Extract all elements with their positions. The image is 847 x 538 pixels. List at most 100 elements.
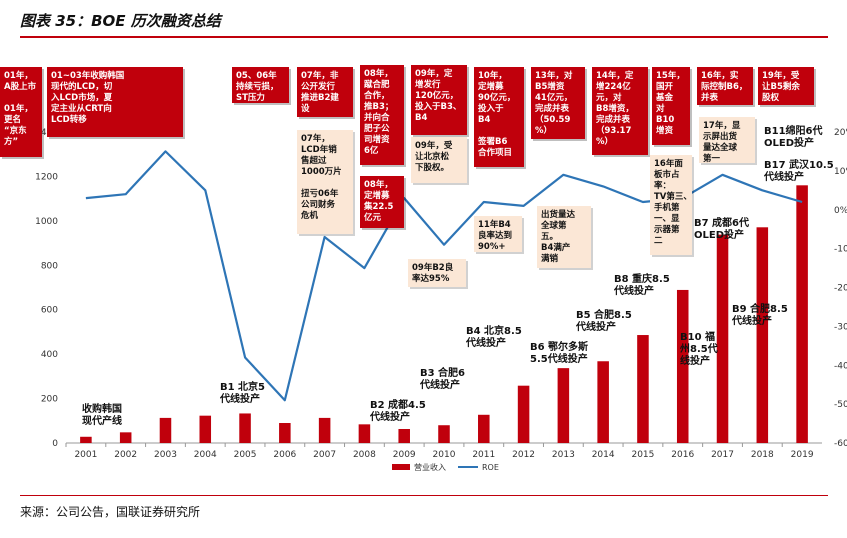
x-tick-label: 2002 xyxy=(114,450,137,460)
annotation-line: 推进B2建 xyxy=(301,92,339,103)
annotation-line: 09年，定 xyxy=(415,68,453,79)
annotation: B2 成都4.5代线投产 xyxy=(369,398,426,423)
revenue-bar xyxy=(517,385,530,443)
annotation-line: 08年， xyxy=(364,179,393,190)
annotation-line: 元，对 xyxy=(596,92,622,103)
annotation-line: OLED投产 xyxy=(694,228,744,241)
annotation-line: B7 成都6代 xyxy=(694,216,749,229)
revenue-bar xyxy=(796,185,808,444)
annotation-box xyxy=(411,137,467,183)
left-tick-label: 1000 xyxy=(35,217,58,227)
annotation-box xyxy=(232,67,289,103)
annotation-line: （93.17 xyxy=(596,125,631,136)
annotation-line: A股上市 xyxy=(4,81,37,92)
x-tick-label: 2014 xyxy=(592,450,615,460)
annotation-line: 代线投产 xyxy=(369,410,410,423)
annotation-line: %） xyxy=(596,136,613,147)
revenue-bar xyxy=(239,413,251,443)
annotation-line: 代线投产 xyxy=(613,284,654,297)
right-tick-label: -50% xyxy=(834,400,847,410)
x-tick-label: 2017 xyxy=(711,450,734,460)
x-tick-label: 2005 xyxy=(234,450,257,460)
annotation-line: 方” xyxy=(4,136,18,147)
right-tick-label: -40% xyxy=(834,361,847,371)
x-tick-label: 2016 xyxy=(671,450,694,460)
annotation-line: 17年，显 xyxy=(703,120,741,131)
annotation-line: 代线投产 xyxy=(465,336,506,349)
annotation-line: 推B3； xyxy=(364,101,393,112)
annotation-line: 代线投产 xyxy=(419,378,460,391)
annotation-line: 司增资 xyxy=(364,134,390,145)
annotation-line: “京东 xyxy=(4,125,27,136)
revenue-bar xyxy=(119,432,132,443)
annotation-line: 让北京松 xyxy=(415,151,450,162)
annotation-line: 01年， xyxy=(4,103,33,114)
annotation-line: 增224亿 xyxy=(596,81,631,92)
annotation-line: 完成并表 xyxy=(596,114,631,125)
x-tick-label: 2003 xyxy=(154,450,177,460)
annotations: 01年，A股上市01年，更名“京东方”01~03年收购韩国现代的LCD，切入LC… xyxy=(0,65,834,427)
annotation-line: 满销 xyxy=(541,253,559,264)
left-tick-label: 800 xyxy=(41,261,58,271)
annotation-line: 投入于B3、 xyxy=(415,101,461,112)
annotation-box xyxy=(360,65,404,165)
revenue-bar xyxy=(557,368,570,443)
annotation-line: 示屏出货 xyxy=(702,131,738,142)
annotation-line: 90%+ xyxy=(478,242,505,252)
right-tick-label: 10% xyxy=(834,167,847,177)
annotation-line: 09年B2良 xyxy=(412,262,454,273)
revenue-bars xyxy=(80,185,808,444)
annotation-line: 基金 xyxy=(655,92,674,103)
x-tick-label: 2001 xyxy=(74,450,97,460)
annotation-box xyxy=(360,176,404,228)
annotation-line: 更名 xyxy=(4,114,21,125)
annotation-line: 增发行 xyxy=(415,79,441,90)
annotation-line: 手机第 xyxy=(654,202,680,213)
annotation-line: 危机 xyxy=(300,210,319,221)
revenue-bar xyxy=(478,414,490,443)
annotation-line: 一、显 xyxy=(654,214,680,224)
annotation-line: B17 武汉10.5 xyxy=(764,158,834,171)
annotation-line: 07年，非 xyxy=(301,70,339,81)
revenue-bar xyxy=(199,415,212,443)
annotation-line: 16年，实 xyxy=(701,70,739,81)
annotation-line: 定主业从CRT向 xyxy=(50,103,112,114)
legend-swatch-bar xyxy=(392,464,410,470)
annotation-line: B8 重庆8.5 xyxy=(614,272,670,285)
annotation: B5 合肥8.5代线投产 xyxy=(575,308,632,333)
annotation-line: %） xyxy=(535,125,552,136)
legend-label-roe: ROE xyxy=(482,463,499,472)
annotation-box xyxy=(592,67,648,155)
annotation: B10 福州8.5代线投产 xyxy=(679,330,718,367)
annotation-line: 09年，受 xyxy=(415,140,453,151)
annotation-line: 并向合 xyxy=(364,112,390,123)
x-tick-label: 2008 xyxy=(353,450,376,460)
annotation-line: B3 合肥6 xyxy=(420,366,465,379)
annotation-line: 代线投产 xyxy=(575,320,616,333)
annotation-line: B4满产 xyxy=(541,242,571,253)
annotation-line: 集22.5 xyxy=(363,201,394,212)
x-tick-label: 2013 xyxy=(552,450,575,460)
annotation-line: （50.59 xyxy=(535,114,570,125)
annotation-line: 际控制B6， xyxy=(701,81,747,92)
right-tick-label: 0% xyxy=(834,206,847,216)
right-tick-label: -60% xyxy=(834,439,847,449)
annotation-line: B10 福 xyxy=(680,330,715,343)
annotation-line: 州8.5代 xyxy=(679,342,718,355)
annotation-line: B6 鄂尔多斯 xyxy=(530,340,588,353)
left-tick-label: 200 xyxy=(41,395,58,405)
annotation-line: 良率达到 xyxy=(478,230,512,241)
revenue-bar xyxy=(716,234,729,443)
annotation-line: 率： xyxy=(654,180,671,191)
